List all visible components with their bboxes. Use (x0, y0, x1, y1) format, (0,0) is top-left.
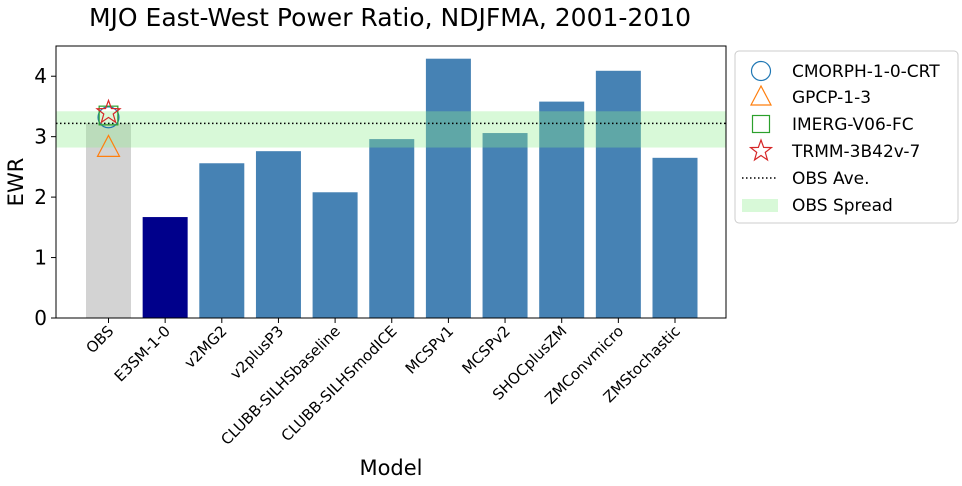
legend-label: OBS Spread (792, 196, 893, 216)
bar-obs (86, 123, 131, 318)
x-tick-label: MCSPv1 (402, 322, 457, 377)
chart-title: MJO East-West Power Ratio, NDJFMA, 2001-… (89, 3, 691, 32)
legend-label: CMORPH-1-0-CRT (792, 62, 940, 82)
obs-marker-triangle (96, 134, 121, 157)
obs-average-line-layer (56, 111, 726, 148)
bar-zmstochastic (652, 157, 698, 318)
legend-symbol-square (751, 114, 771, 134)
legend-symbol-circle (750, 60, 772, 82)
x-axis-label: Model (359, 456, 422, 480)
y-tick-label: 1 (34, 246, 47, 270)
plot-frame (55, 45, 727, 319)
legend-label: GPCP-1-3 (792, 88, 871, 108)
obs-marker-circle (97, 106, 120, 129)
y-tick-label: 3 (34, 125, 47, 149)
y-tick-label: 2 (34, 185, 47, 209)
legend-label: OBS Ave. (792, 169, 870, 189)
bar-mcspv1 (425, 58, 471, 319)
bar-v2mg2 (199, 163, 245, 318)
y-tick-label: 4 (34, 64, 47, 88)
y-axis-label: EWR (4, 158, 28, 207)
legend-label: IMERG-V06-FC (792, 115, 914, 135)
obs-spread-band (56, 111, 726, 148)
bar-mcspv2 (482, 133, 528, 318)
obs-markers-layer (95, 98, 122, 157)
y-axis: 0 1 2 3 4 (34, 64, 56, 330)
bar-v2plusp3 (255, 151, 301, 318)
x-tick-label: MCSPv2 (458, 322, 513, 377)
x-tick-label: CLUBB-SILHSmodICE (278, 322, 401, 445)
legend-symbol-star (748, 138, 774, 162)
legend-symbol-triangle (750, 84, 772, 106)
bar-clubb-silhsbaseline (312, 192, 358, 318)
bar-e3sm-1-0 (142, 217, 188, 318)
x-tick-label: OBS (82, 322, 117, 357)
obs-marker-star (95, 98, 122, 124)
legend-box (734, 50, 959, 224)
legend-label: TRMM-3B42v-7 (791, 142, 920, 162)
x-tick-label: E3SM-1-0 (111, 322, 174, 385)
bar-clubb-silhsmodice (369, 139, 415, 318)
bar-zmconvmicro (595, 70, 641, 318)
legend-symbol-obs-spread (742, 199, 778, 212)
bar-shocpluszm (539, 101, 585, 318)
y-tick-label: 0 (34, 306, 47, 330)
obs-marker-square (98, 105, 119, 126)
bars-layer (86, 58, 698, 319)
legend: CMORPH-1-0-CRT GPCP-1-3 IMERG-V06-FC TRMM-3… (734, 50, 959, 224)
x-tick-label: v2MG2 (181, 322, 231, 372)
